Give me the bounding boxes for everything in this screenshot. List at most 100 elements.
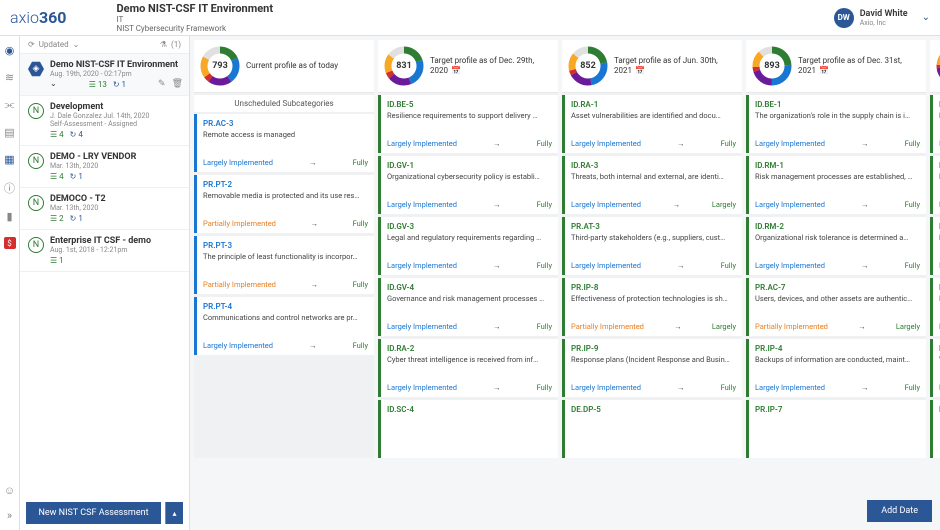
page-sub2: NIST Cybersecurity Framework (116, 24, 273, 33)
card-status-right: Fully (905, 261, 920, 270)
card-id: ID.BE-5 (387, 100, 552, 109)
card-status-left: Largely Implemented (387, 200, 457, 209)
subcategory-card[interactable]: RS.CO-5 Voluntary information sha Largel… (930, 339, 940, 397)
subcategory-card[interactable]: PR.AC-3 Remote access is managed Largely… (194, 114, 374, 172)
subcategory-card[interactable]: PR.PT-2 Removable media is protected and… (194, 175, 374, 233)
subcategory-card[interactable]: ID.GV-1 Organizational cybersecurity pol… (378, 156, 558, 214)
expand-icon[interactable]: » (7, 509, 12, 522)
info-icon[interactable]: ⓘ (4, 180, 15, 196)
subcategory-card[interactable]: PR.IP-9 Response plans (Incident Respons… (562, 339, 742, 397)
arrow-icon: → (674, 322, 682, 331)
user-menu[interactable]: DW David White Axio, Inc ⌄ (834, 8, 930, 28)
assessment-icon: N (28, 153, 44, 169)
subcategory-card[interactable]: PR.DS-5 Protections against data le Not … (930, 95, 940, 153)
sort-icon[interactable]: ⟳ (28, 40, 35, 49)
assessment-title: Demo NIST-CSF IT Environment (50, 60, 183, 70)
card-id: DE.DP-5 (571, 405, 736, 414)
subcategory-card[interactable]: PR.PT-4 Communications and control netwo… (194, 297, 374, 355)
subcategory-card[interactable]: ID.RM-1 Risk management processes are es… (746, 156, 926, 214)
arrow-icon: → (861, 383, 869, 392)
subcategory-card[interactable]: ID.BE-5 Resilience requirements to suppo… (378, 95, 558, 153)
subcategory-card[interactable]: PR.AC-7 Users, devices, and other assets… (746, 278, 926, 336)
doc-icon[interactable]: ▤ (4, 126, 14, 139)
add-date-button[interactable]: Add Date (867, 500, 932, 522)
card-id: PR.PT-4 (203, 302, 368, 311)
subcategory-card[interactable]: PR.IP-7 (746, 400, 926, 458)
card-status-left: Largely Implemented (203, 341, 273, 350)
filter-icon[interactable]: ⚗ (160, 40, 167, 49)
card-text: Cyber threat intelligence is received fr… (387, 355, 552, 379)
subcategory-card[interactable]: ID.BE-1 The organization's role in the s… (746, 95, 926, 153)
new-assessment-button[interactable]: New NIST CSF Assessment (26, 502, 161, 524)
user-company: Axio, Inc (860, 19, 908, 27)
card-text (571, 416, 736, 453)
card-text: Third-party stakeholders (e.g., supplier… (571, 233, 736, 257)
score-donut: 893 (752, 46, 792, 86)
assessment-date: Aug. 1st, 2018 - 12:21pm (50, 246, 183, 254)
subcategory-card[interactable]: ID.RA-2 Cyber threat intelligence is rec… (378, 339, 558, 397)
board-column: 920 Target profile as of Jun.📅 PR.DS-5 P… (930, 40, 940, 458)
subcategory-card[interactable]: ID.GV-4 Governance and risk management p… (378, 278, 558, 336)
dollar-icon[interactable]: $ (4, 237, 16, 249)
layers-icon[interactable]: ≋ (5, 71, 14, 84)
delete-icon[interactable]: 🗑 (172, 79, 183, 89)
column-header: 831 Target profile as of Dec. 29th, 2020… (378, 40, 558, 93)
card-text: Users, devices, and other assets are aut… (755, 294, 920, 318)
assessment-item[interactable]: N DEMOCO - T2 Mar. 13th, 2020 ☰ 2↻ 1 (20, 188, 189, 230)
assessment-list: ◈ Demo NIST-CSF IT Environment Aug. 19th… (20, 54, 189, 496)
card-status-left: Largely Implemented (571, 261, 641, 270)
subcategory-card[interactable]: RS.MI-1 (930, 400, 940, 458)
chart-icon[interactable]: ⫘ (5, 98, 15, 112)
grid-icon[interactable]: ▦ (4, 153, 14, 166)
card-id: PR.IP-7 (755, 405, 920, 414)
calendar-icon[interactable]: 📅 (819, 66, 829, 75)
subcategory-card[interactable]: ID.RA-1 Asset vulnerabilities are identi… (562, 95, 742, 153)
card-text: Communications and control networks are … (203, 313, 368, 337)
assessment-item[interactable]: N Development J. Dale Gonzalez Jul. 14th… (20, 96, 189, 146)
card-status-left: Largely Implemented (203, 158, 273, 167)
card-status-right: Fully (905, 139, 920, 148)
subcategory-card[interactable]: ID.GV-3 Legal and regulatory requirement… (378, 217, 558, 275)
subcategory-card[interactable]: ID.RA-3 Threats, both internal and exter… (562, 156, 742, 214)
card-text: Threats, both internal and external, are… (571, 172, 736, 196)
card-status-right: Fully (721, 261, 736, 270)
new-assessment-dropdown[interactable]: ▴ (165, 502, 183, 524)
file-icon[interactable]: ▮ (6, 210, 12, 223)
sidebar: ⟳ Updated ⌄ ⚗ (1) ◈ Demo NIST-CSF IT Env… (20, 36, 190, 530)
arrow-icon: → (309, 341, 317, 350)
card-status-right: Fully (905, 383, 920, 392)
subcategory-card[interactable]: PR.AT-3 Third-party stakeholders (e.g., … (562, 217, 742, 275)
subcategory-card[interactable]: PR.IP-8 Effectiveness of protection tech… (562, 278, 742, 336)
subcategory-card[interactable]: ID.RM-2 Organizational risk tolerance is… (746, 217, 926, 275)
subcategory-card[interactable]: PR.PT-3 The principle of least functiona… (194, 236, 374, 294)
subcategory-card[interactable]: PR.IP-4 Backups of information are condu… (746, 339, 926, 397)
subcategory-card[interactable]: PR.MA-2 Remote maintenance of or Largely… (930, 156, 940, 214)
calendar-icon[interactable]: 📅 (635, 66, 645, 75)
card-status-right: Largely (896, 322, 920, 331)
card-status-left: Partially Implemented (203, 280, 276, 289)
subcategory-card[interactable]: ID.SC-4 (378, 400, 558, 458)
chevron-down-icon: ⌄ (922, 12, 930, 23)
chevron-down-icon[interactable]: ⌄ (73, 40, 80, 49)
calendar-icon[interactable]: 📅 (451, 66, 461, 75)
assessment-item[interactable]: N DEMO - LRY VENDOR Mar. 13th, 2020 ☰ 4↻… (20, 146, 189, 188)
arrow-icon: → (311, 280, 319, 289)
subcategory-card[interactable]: RS.CO-3 Information is shared cons Large… (930, 278, 940, 336)
card-status-left: Largely Implemented (387, 383, 457, 392)
user-name: David White (860, 9, 908, 19)
assessment-item[interactable]: ◈ Demo NIST-CSF IT Environment Aug. 19th… (20, 54, 189, 96)
card-status-right: Fully (353, 280, 368, 289)
subcategory-card[interactable]: DE.DP-5 (562, 400, 742, 458)
score-value: 793 (212, 61, 228, 71)
assessment-item[interactable]: N Enterprise IT CSF - demo Aug. 1st, 201… (20, 230, 189, 272)
arrow-icon: → (861, 139, 869, 148)
sort-label[interactable]: Updated (39, 40, 69, 49)
card-id: ID.RM-2 (755, 222, 920, 231)
column-title: Target profile as of Jun. 30th, 2021📅 (614, 56, 736, 75)
edit-icon[interactable]: ✎ (158, 79, 166, 89)
smile-icon[interactable]: ☺ (4, 484, 15, 497)
subcategory-card[interactable]: DE.CM-7 Monitoring for unauthorize Parti… (930, 217, 940, 275)
card-status-left: Partially Implemented (571, 322, 644, 331)
shield-icon[interactable]: ◉ (5, 44, 15, 57)
arrow-icon: → (311, 219, 319, 228)
